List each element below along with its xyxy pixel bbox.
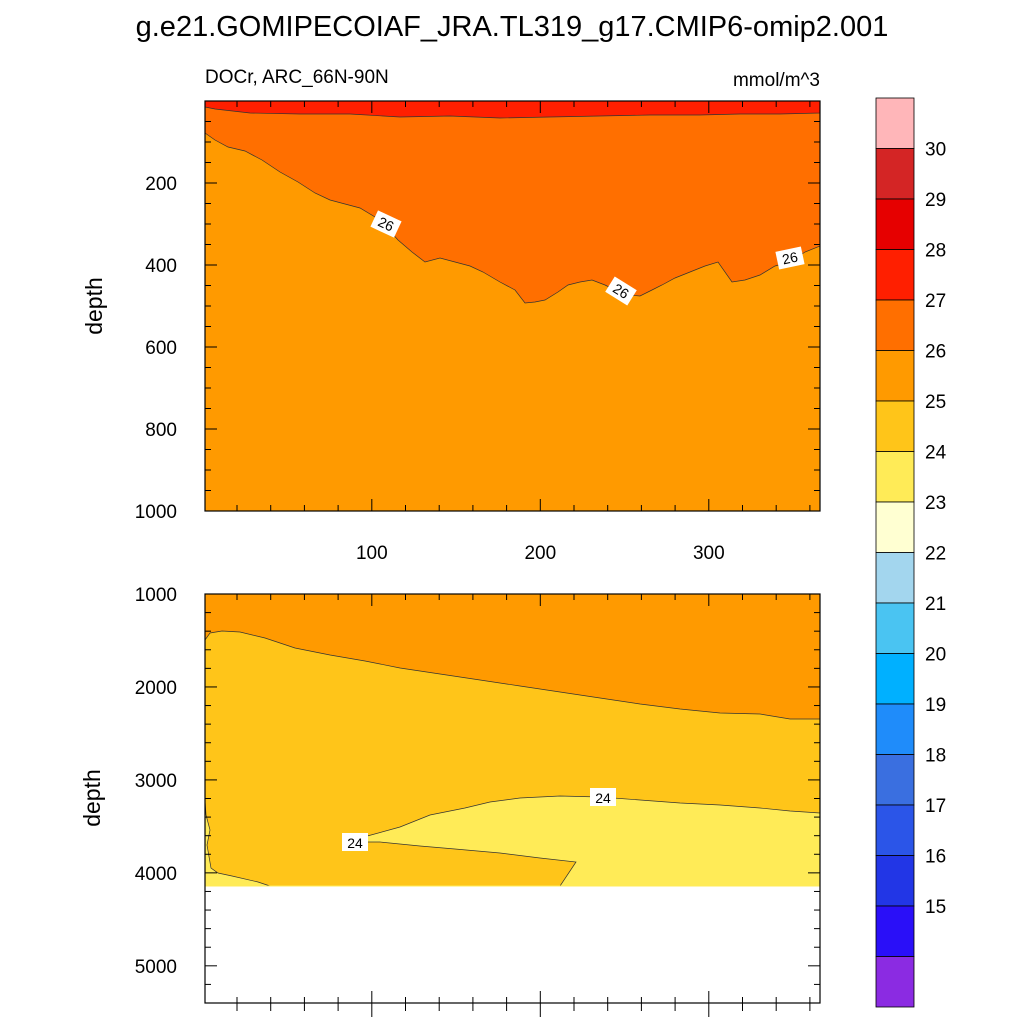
colorbar-label: 24 bbox=[925, 443, 947, 464]
colorbar-label: 18 bbox=[925, 746, 946, 767]
colorbar-label: 20 bbox=[925, 645, 946, 666]
lower-axis-ticks: 1000 2000 3000 4000 5000 bbox=[135, 585, 820, 1017]
svg-text:24: 24 bbox=[347, 835, 363, 851]
upper-ylabel: depth bbox=[81, 277, 107, 335]
svg-text:26: 26 bbox=[610, 280, 632, 302]
svg-text:26: 26 bbox=[376, 213, 397, 234]
colorbar-box bbox=[875, 754, 915, 806]
svg-text:24: 24 bbox=[595, 790, 611, 806]
lower-band-23-24-tongue bbox=[359, 795, 820, 887]
colorbar-label: 22 bbox=[925, 544, 946, 565]
upper-ytick-label: 200 bbox=[145, 174, 177, 195]
upper-ytick-label: 1000 bbox=[135, 502, 177, 523]
colorbar-label: 26 bbox=[925, 342, 946, 363]
upper-panel: 26 26 26 200 400 600 800 1000 100 200 300 depth bbox=[81, 100, 821, 564]
upper-xtick-label: 100 bbox=[356, 543, 388, 564]
lower-panel: 24 24 1000 2000 3000 4000 5000 depth bbox=[79, 585, 821, 1017]
upper-ytick-label: 800 bbox=[145, 420, 177, 441]
colorbar-box bbox=[875, 905, 915, 957]
lower-ytick-label: 4000 bbox=[135, 864, 177, 885]
chart-title: g.e21.GOMIPECOIAF_JRA.TL319_g17.CMIP6-om… bbox=[136, 11, 889, 43]
colorbar-label: 28 bbox=[925, 241, 946, 262]
colorbar-label: 16 bbox=[925, 847, 946, 868]
upper-xtick-label: 300 bbox=[693, 543, 725, 564]
colorbar-box bbox=[875, 653, 915, 705]
colorbar-box bbox=[875, 97, 915, 149]
variable-label: DOCr, ARC_66N-90N bbox=[205, 67, 389, 88]
colorbar-box bbox=[875, 451, 915, 503]
upper-contour-label-2: 26 bbox=[605, 276, 637, 306]
colorbar-box bbox=[875, 956, 915, 1008]
lower-contour-label-2: 24 bbox=[342, 833, 368, 851]
lower-ytick-label: 2000 bbox=[135, 678, 177, 699]
lower-ytick-label: 1000 bbox=[135, 585, 177, 606]
colorbar-box bbox=[875, 299, 915, 351]
colorbar: 15 16 17 18 19 20 21 22 23 24 25 26 27 28 29 30 bbox=[875, 97, 947, 1008]
colorbar-label: 29 bbox=[925, 190, 946, 211]
upper-ytick-label: 400 bbox=[145, 256, 177, 277]
lower-band-23-24 bbox=[205, 799, 271, 887]
svg-text:26: 26 bbox=[781, 249, 800, 268]
colorbar-box bbox=[875, 602, 915, 654]
upper-contour-label-3: 26 bbox=[775, 246, 805, 270]
colorbar-label: 19 bbox=[925, 695, 946, 716]
upper-band-27-28 bbox=[205, 101, 820, 119]
upper-contour-label-1: 26 bbox=[370, 210, 402, 238]
colorbar-box bbox=[875, 501, 915, 553]
upper-band-25-26 bbox=[205, 132, 820, 511]
lower-contour-label-1: 24 bbox=[590, 788, 616, 806]
colorbar-label: 27 bbox=[925, 291, 946, 312]
colorbar-box bbox=[875, 804, 915, 856]
colorbar-box bbox=[875, 552, 915, 604]
colorbar-label: 17 bbox=[925, 796, 946, 817]
upper-ytick-label: 600 bbox=[145, 338, 177, 359]
upper-xtick-label: 200 bbox=[524, 543, 556, 564]
colorbar-box bbox=[875, 148, 915, 200]
colorbar-label: 15 bbox=[925, 897, 946, 918]
colorbar-box bbox=[875, 703, 915, 755]
colorbar-box bbox=[875, 249, 915, 301]
colorbar-label: 25 bbox=[925, 392, 946, 413]
colorbar-box bbox=[875, 855, 915, 907]
lower-ytick-label: 5000 bbox=[135, 957, 177, 978]
colorbar-label: 21 bbox=[925, 594, 946, 615]
colorbar-label: 23 bbox=[925, 493, 946, 514]
lower-ytick-label: 3000 bbox=[135, 771, 177, 792]
lower-ylabel: depth bbox=[79, 769, 105, 827]
colorbar-label: 30 bbox=[925, 140, 946, 161]
upper-axis-ticks: 200 400 600 800 1000 100 200 300 bbox=[135, 101, 820, 564]
colorbar-box bbox=[875, 350, 915, 402]
colorbar-box bbox=[875, 198, 915, 250]
colorbar-box bbox=[875, 400, 915, 452]
units-label: mmol/m^3 bbox=[733, 70, 820, 91]
